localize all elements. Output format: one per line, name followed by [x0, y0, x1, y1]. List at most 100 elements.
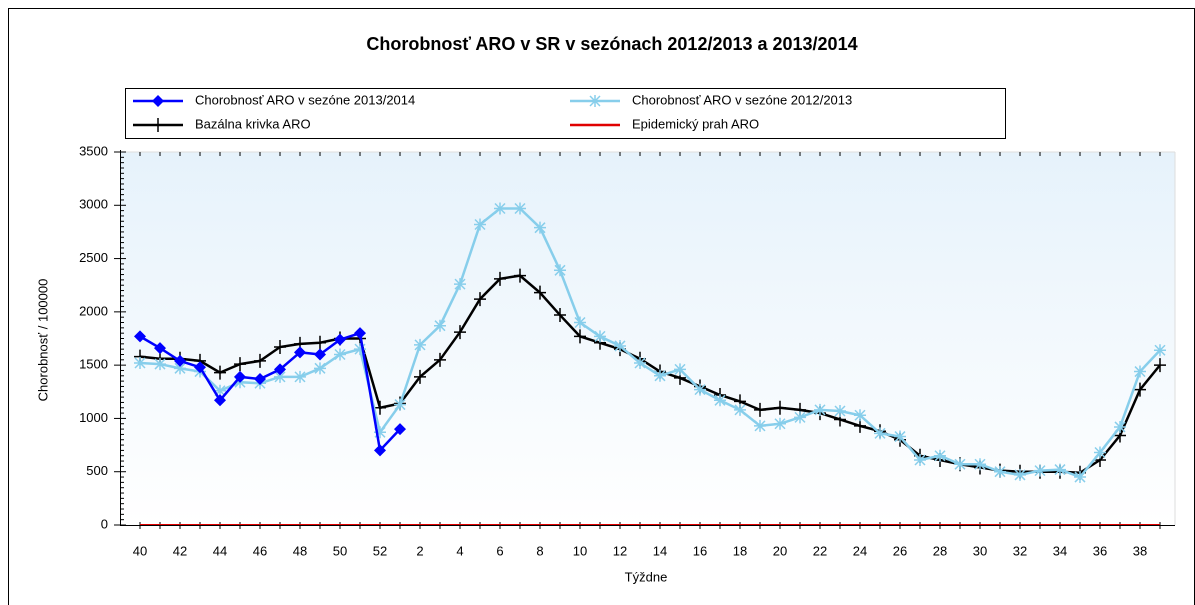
marker	[1034, 464, 1046, 477]
marker	[589, 95, 601, 107]
legend	[125, 88, 1006, 139]
x-tick-label: 6	[496, 543, 503, 558]
chart-title: Chorobnosť ARO v SR v sezónach 2012/2013…	[366, 34, 857, 54]
y-tick-label: 2500	[79, 250, 108, 265]
marker	[794, 411, 806, 424]
x-tick-label: 52	[373, 543, 387, 558]
marker	[1114, 420, 1126, 433]
x-axis-label: Týždne	[625, 569, 668, 584]
x-tick-label: 32	[1013, 543, 1027, 558]
marker	[514, 268, 526, 283]
marker	[274, 340, 286, 355]
series-line	[139, 207, 1161, 479]
marker	[354, 327, 366, 340]
marker	[1154, 344, 1166, 357]
x-tick-label: 16	[693, 543, 707, 558]
marker	[134, 357, 146, 370]
x-tick-label: 10	[573, 543, 587, 558]
x-tick-label: 22	[813, 543, 827, 558]
marker	[1094, 446, 1106, 459]
marker	[574, 316, 586, 329]
marker	[394, 398, 406, 411]
x-tick-label: 34	[1053, 543, 1067, 558]
marker	[1054, 463, 1066, 476]
x-tick-label: 42	[173, 543, 187, 558]
marker	[454, 325, 466, 340]
marker	[654, 369, 666, 382]
marker	[354, 343, 366, 356]
x-tick-label: 28	[933, 543, 947, 558]
marker	[154, 358, 166, 371]
marker	[554, 308, 566, 323]
marker	[1154, 358, 1166, 373]
x-tick-label: 46	[253, 543, 267, 558]
marker	[874, 427, 886, 440]
marker	[774, 400, 786, 415]
x-tick-label: 12	[613, 543, 627, 558]
marker	[954, 458, 966, 471]
marker	[234, 357, 246, 372]
x-tick-label: 14	[653, 543, 667, 558]
marker	[334, 333, 346, 346]
marker	[414, 369, 426, 384]
x-tick-label: 36	[1093, 543, 1107, 558]
y-tick-label: 1000	[79, 410, 108, 425]
marker	[254, 372, 266, 385]
x-tick-label: 26	[893, 543, 907, 558]
marker	[494, 271, 506, 286]
marker	[414, 338, 426, 351]
marker	[754, 419, 766, 432]
marker	[974, 458, 986, 471]
plot-area	[120, 152, 1175, 525]
marker	[994, 465, 1006, 478]
marker	[734, 403, 746, 416]
x-tick-label: 4	[456, 543, 463, 558]
legend-label: Bazálna krivka ARO	[195, 116, 311, 131]
marker	[494, 202, 506, 215]
marker	[274, 370, 286, 383]
marker	[694, 383, 706, 396]
marker	[152, 118, 164, 132]
marker	[174, 362, 186, 375]
y-tick-label: 500	[86, 463, 108, 478]
marker	[434, 319, 446, 332]
marker	[754, 402, 766, 417]
x-tick-label: 44	[213, 543, 227, 558]
marker	[594, 330, 606, 343]
marker	[152, 95, 164, 107]
marker	[1014, 468, 1026, 481]
marker	[854, 409, 866, 422]
marker	[714, 394, 726, 407]
marker	[534, 285, 546, 300]
marker	[1134, 365, 1146, 378]
marker	[174, 354, 186, 367]
y-tick-label: 3500	[79, 143, 108, 158]
marker	[834, 404, 846, 417]
marker	[314, 348, 326, 361]
marker	[374, 444, 386, 457]
marker	[454, 278, 466, 291]
marker	[334, 348, 346, 361]
marker	[134, 330, 146, 343]
marker	[614, 339, 626, 352]
legend-label: Chorobnosť ARO v sezóne 2012/2013	[632, 92, 852, 107]
marker	[274, 363, 286, 376]
y-tick-label: 1500	[79, 357, 108, 372]
legend-label: Chorobnosť ARO v sezóne 2013/2014	[195, 92, 415, 107]
x-tick-label: 50	[333, 543, 347, 558]
y-tick-label: 3000	[79, 197, 108, 212]
marker	[194, 361, 206, 374]
x-tick-label: 40	[133, 543, 147, 558]
marker	[374, 426, 386, 439]
marker	[1074, 471, 1086, 484]
marker	[574, 329, 586, 344]
marker	[894, 430, 906, 443]
marker	[294, 346, 306, 359]
y-axis-label: Chorobnosť / 100000	[35, 279, 50, 402]
marker	[234, 370, 246, 383]
x-tick-label: 2	[416, 543, 423, 558]
marker	[814, 403, 826, 416]
x-tick-label: 38	[1133, 543, 1147, 558]
marker	[374, 400, 386, 415]
